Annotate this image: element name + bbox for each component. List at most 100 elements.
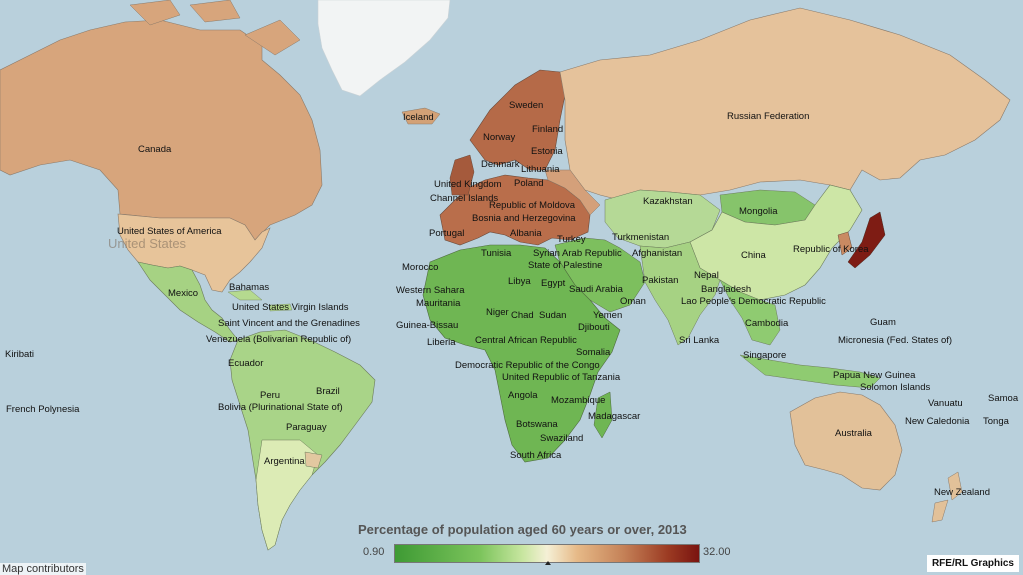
iceland-shape[interactable] (401, 107, 441, 125)
label-kiribati: Kiribati (5, 349, 34, 360)
new-zealand-shape[interactable] (931, 471, 963, 523)
label-botswana: Botswana (516, 419, 558, 430)
label-saudi: Saudi Arabia (569, 284, 624, 295)
label-bolivia: Bolivia (Plurinational State of) (218, 402, 343, 413)
graphics-credit: RFE/RL Graphics (926, 555, 1019, 572)
label-finland: Finland (532, 124, 563, 135)
label-mexico: Mexico (168, 288, 198, 299)
label-syria: Syrian Arab Republic (533, 248, 622, 259)
label-chad: Chad (511, 310, 534, 321)
label-samoa: Samoa (988, 393, 1019, 404)
label-norway: Norway (483, 132, 515, 143)
caribbean-shape (227, 289, 293, 312)
label-portugal: Portugal (429, 228, 464, 239)
label-korea: Republic of Korea (793, 244, 869, 255)
label-mozambique: Mozambique (551, 395, 605, 406)
south-asia-shape[interactable] (639, 241, 721, 346)
label-oman: Oman (620, 296, 646, 307)
label-tanzania: United Republic of Tanzania (502, 372, 621, 383)
label-ecuador: Ecuador (228, 358, 263, 369)
label-southafrica: South Africa (510, 450, 562, 461)
japan-shape[interactable] (847, 211, 886, 269)
label-morocco: Morocco (402, 262, 438, 273)
label-car: Central African Republic (475, 335, 577, 346)
label-libya: Libya (508, 276, 531, 287)
label-estonia: Estonia (531, 146, 563, 157)
label-tonga: Tonga (983, 416, 1010, 427)
label-uk: United Kingdom (434, 179, 502, 190)
greenland-shape (317, 0, 451, 97)
korea-shape[interactable] (837, 231, 853, 256)
label-wsahara: Western Sahara (396, 285, 465, 296)
label-poland: Poland (514, 178, 544, 189)
label-albania: Albania (510, 228, 542, 239)
label-yemen: Yemen (593, 310, 622, 321)
label-argentina: Argentina (264, 456, 305, 467)
label-venezuela: Venezuela (Bolivarian Republic of) (206, 334, 351, 345)
map-attribution[interactable]: Map contributors (0, 563, 86, 575)
label-madagascar: Madagascar (588, 411, 640, 422)
label-srilanka: Sri Lanka (679, 335, 720, 346)
label-somalia: Somalia (576, 347, 611, 358)
label-palestine: State of Palestine (528, 260, 602, 271)
madagascar-shape[interactable] (593, 391, 613, 439)
australia-shape[interactable] (789, 391, 903, 491)
label-polynesia: French Polynesia (6, 404, 80, 415)
label-nepal: Nepal (694, 270, 719, 281)
label-russia: Russian Federation (727, 111, 809, 122)
label-lithuania: Lithuania (521, 164, 560, 175)
label-pakistan: Pakistan (642, 275, 678, 286)
label-australia: Australia (835, 428, 873, 439)
label-bangladesh: Bangladesh (701, 284, 751, 295)
label-svg: Saint Vincent and the Grenadines (218, 318, 360, 329)
mexico-shape[interactable] (137, 261, 239, 343)
label-guineabissau: Guinea-Bissau (396, 320, 458, 331)
uk-shape[interactable] (449, 154, 475, 196)
label-brazil: Brazil (316, 386, 340, 397)
label-newzealand: New Zealand (934, 487, 990, 498)
label-usvi: United States Virgin Islands (232, 302, 349, 313)
label-png: Papua New Guinea (833, 370, 916, 381)
label-sweden: Sweden (509, 100, 543, 111)
europe-shape[interactable] (439, 174, 591, 246)
legend-midpoint-marker (545, 561, 551, 565)
label-tunisia: Tunisia (481, 248, 512, 259)
label-channel: Channel Islands (430, 193, 498, 204)
label-peru: Peru (260, 390, 280, 401)
label-laos: Lao People's Democratic Republic (681, 296, 826, 307)
eastern-europe-shape (544, 169, 601, 216)
label-guam: Guam (870, 317, 896, 328)
label-micronesia: Micronesia (Fed. States of) (838, 335, 952, 346)
label-sudan: Sudan (539, 310, 566, 321)
label-turkmenistan: Turkmenistan (612, 232, 669, 243)
scandinavia-shape[interactable] (469, 69, 566, 171)
label-mongolia: Mongolia (739, 206, 778, 217)
label-drc: Democratic Republic of the Congo (455, 360, 600, 371)
legend-max-value: 32.00 (703, 546, 731, 558)
label-canada: Canada (138, 144, 172, 155)
label-moldova: Republic of Moldova (489, 200, 576, 211)
russia-shape[interactable] (559, 7, 1011, 201)
label-bosnia: Bosnia and Herzegovina (472, 213, 576, 224)
canada-islands-shape (129, 0, 301, 56)
label-paraguay: Paraguay (286, 422, 327, 433)
legend-min-value: 0.90 (363, 546, 385, 558)
label-denmark: Denmark (481, 159, 520, 170)
label-mauritania: Mauritania (416, 298, 461, 309)
label-china: China (741, 250, 767, 261)
southeast-asia-shape[interactable] (719, 279, 781, 346)
label-kazakhstan: Kazakhstan (643, 196, 693, 207)
indonesia-shape[interactable] (739, 354, 881, 389)
label-djibouti: Djibouti (578, 322, 610, 333)
africa-shape[interactable] (422, 244, 621, 463)
label-solomon: Solomon Islands (860, 382, 930, 393)
legend-title: Percentage of population aged 60 years o… (358, 522, 687, 537)
label-iceland: Iceland (403, 112, 434, 123)
label-usa: United States of America (117, 226, 222, 237)
label-newcaledonia: New Caledonia (905, 416, 970, 427)
label-niger: Niger (486, 307, 509, 318)
label-usa-ghost: United States (108, 236, 187, 251)
label-singapore: Singapore (743, 350, 786, 361)
map-labels: United States Canada United States of Am… (5, 100, 1019, 498)
